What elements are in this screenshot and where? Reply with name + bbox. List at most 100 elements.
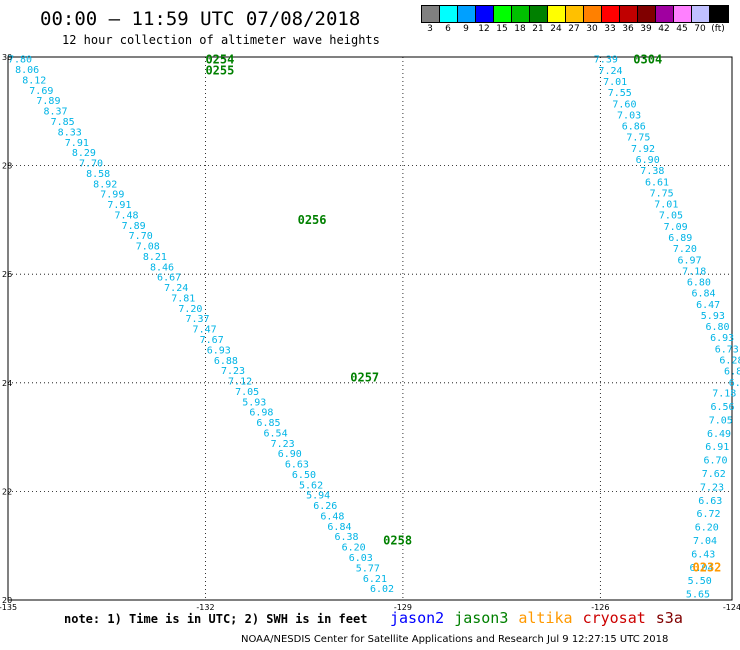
color-scale-label: 6: [445, 24, 451, 34]
wave-height-value: 6.48: [729, 378, 740, 389]
wave-height-value: 7.04: [693, 536, 717, 547]
color-scale-label: 9: [463, 24, 469, 34]
wave-height-value: 7.75: [650, 188, 674, 199]
wave-height-value: 6.67: [157, 273, 181, 284]
wave-height-value: 5.62: [299, 480, 323, 491]
color-swatch: [530, 6, 548, 22]
color-swatch: [674, 6, 692, 22]
wave-height-value: 6.54: [264, 428, 288, 439]
wave-height-value: 6.93: [710, 333, 734, 344]
pass-time-label: 0258: [383, 533, 412, 547]
wave-height-value: 5.50: [688, 576, 712, 587]
color-swatch: [692, 6, 710, 22]
wave-height-value: 7.92: [631, 144, 655, 155]
y-tick-label: 24: [2, 379, 12, 388]
pass-time-label: 0232: [693, 560, 722, 574]
color-swatch: [494, 6, 512, 22]
color-scale-label: 42: [658, 24, 670, 34]
wave-height-value: 6.73: [715, 344, 739, 355]
wave-height-value: 7.91: [107, 200, 131, 211]
color-scale-label: 18: [514, 24, 526, 34]
wave-height-value: 7.09: [664, 222, 688, 233]
wave-height-value: 6.90: [636, 155, 660, 166]
x-tick-label: -129: [394, 603, 412, 612]
wave-height-value: 5.93: [701, 311, 725, 322]
wave-height-value: 7.18: [682, 266, 706, 277]
color-scale-label: 24: [550, 24, 562, 34]
wave-height-value: 6.20: [342, 543, 366, 554]
color-scale-label: 33: [604, 24, 616, 34]
wave-height-value: 7.05: [235, 387, 259, 398]
color-scale-label: 39: [640, 24, 652, 34]
wave-height-value: 7.37: [185, 314, 209, 325]
color-scale-label: 12: [478, 24, 490, 34]
wave-height-value: 6.98: [249, 408, 273, 419]
color-scale-label: 15: [496, 24, 508, 34]
pass-time-label: 0255: [205, 64, 234, 78]
wave-height-value: 7.80: [8, 55, 32, 66]
wave-height-value: 7.91: [65, 138, 89, 149]
wave-height-value: 5.93: [242, 397, 266, 408]
color-swatch: [602, 6, 620, 22]
wave-height-value: 7.85: [51, 117, 75, 128]
color-scale-label: (ft): [711, 24, 725, 34]
map-title: 00:00 – 11:59 UTC 07/08/2018: [40, 8, 361, 30]
wave-height-value: 7.18: [712, 389, 736, 400]
wave-height-value: 6.70: [703, 456, 727, 467]
wave-height-value: 6.49: [707, 429, 731, 440]
wave-height-value: 6.93: [207, 345, 231, 356]
color-swatch: [512, 6, 530, 22]
map-subtitle: 12 hour collection of altimeter wave hei…: [62, 33, 380, 47]
wave-height-value: 7.89: [122, 221, 146, 232]
x-tick-label: -132: [196, 603, 214, 612]
wave-height-value: 7.60: [612, 99, 636, 110]
wave-height-value: 7.12: [228, 377, 252, 388]
color-swatch: [566, 6, 584, 22]
legend-altika: altika: [518, 609, 573, 627]
wave-height-value: 7.05: [659, 211, 683, 222]
color-swatch: [422, 6, 440, 22]
wave-height-value: 7.20: [673, 244, 697, 255]
wave-height-value: 7.81: [171, 293, 195, 304]
wave-height-value: 7.75: [626, 133, 650, 144]
y-tick-label: 28: [2, 162, 12, 171]
y-tick-label: 20: [2, 596, 12, 605]
wave-height-value: 5.94: [306, 491, 330, 502]
wave-height-value: 7.89: [36, 96, 60, 107]
legend-s3a: s3a: [655, 609, 683, 627]
wave-height-value: 6.72: [696, 509, 720, 520]
wave-height-value: 8.06: [15, 65, 39, 76]
color-scale-label: 45: [676, 24, 688, 34]
wave-height-value: 8.29: [72, 148, 96, 159]
wave-height-value: 6.47: [696, 300, 720, 311]
y-tick-label: 22: [2, 487, 12, 496]
x-tick-label: -135: [0, 603, 17, 612]
wave-height-value: 8.92: [93, 179, 117, 190]
wave-height-value: 8.37: [43, 107, 67, 118]
color-scale-label: 36: [622, 24, 634, 34]
wave-height-value: 8.21: [143, 252, 167, 263]
wave-height-value: 7.55: [608, 88, 632, 99]
color-scale-label: 21: [532, 24, 544, 34]
color-swatch: [440, 6, 458, 22]
color-swatch: [476, 6, 494, 22]
wave-height-value: 6.90: [278, 449, 302, 460]
plot-frame: [7, 56, 733, 601]
wave-height-value: 6.84: [691, 289, 715, 300]
wave-height-value: 7.23: [221, 366, 245, 377]
wave-height-value: 7.08: [136, 242, 160, 253]
wave-height-value: 6.97: [678, 255, 702, 266]
wave-height-value: 7.62: [702, 469, 726, 480]
wave-height-value: 6.21: [363, 574, 387, 585]
wave-height-value: 8.46: [150, 262, 174, 273]
wave-height-value: 6.86: [622, 122, 646, 133]
wave-height-value: 6.48: [320, 511, 344, 522]
wave-height-value: 7.39: [594, 55, 618, 66]
y-tick-label: 30: [2, 53, 12, 62]
color-swatch: [620, 6, 638, 22]
wave-height-value: 7.47: [193, 325, 217, 336]
wave-height-value: 7.70: [79, 159, 103, 170]
satellite-legend: jason2 jason3 altika cryosat s3a: [390, 609, 693, 627]
y-tick-label: 26: [2, 270, 12, 279]
